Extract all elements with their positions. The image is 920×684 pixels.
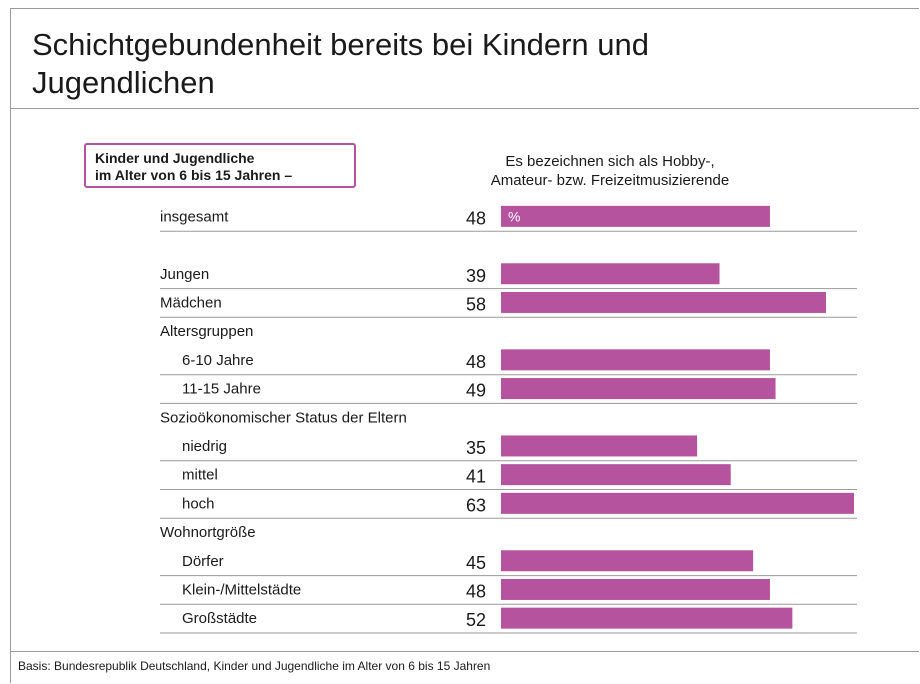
- title-divider: [10, 108, 919, 109]
- column-header-line-2: Amateur- bzw. Freizeitmusizierende: [490, 172, 730, 189]
- category-label: mittel: [182, 467, 218, 484]
- value-label: 58: [466, 294, 486, 314]
- category-label: Dörfer: [182, 553, 224, 570]
- category-label: 11-15 Jahre: [182, 381, 261, 398]
- unit-label: %: [508, 208, 520, 224]
- bar: [501, 550, 754, 572]
- category-label: Großstädte: [182, 610, 257, 627]
- value-label: 48: [466, 208, 486, 228]
- footnote: Basis: Bundesrepublik Deutschland, Kinde…: [18, 659, 491, 673]
- category-label: Klein-/Mittelstädte: [182, 581, 301, 598]
- category-label: Jungen: [160, 266, 209, 283]
- category-label: niedrig: [182, 438, 227, 455]
- value-label: 63: [466, 495, 486, 515]
- group-header: Altersgruppen: [160, 323, 253, 340]
- value-label: 39: [466, 266, 486, 286]
- bar: [501, 349, 770, 371]
- bar: [501, 492, 854, 514]
- footnote-divider: [10, 651, 919, 652]
- column-header-line-1: Es bezeichnen sich als Hobby-,: [505, 153, 715, 170]
- bar: [501, 578, 770, 600]
- population-label-line-1: Kinder und Jugendliche: [95, 150, 255, 166]
- category-label: 6-10 Jahre: [182, 352, 254, 369]
- value-label: 52: [466, 610, 486, 630]
- bar: [501, 378, 776, 400]
- group-header: Wohnortgröße: [160, 524, 256, 541]
- category-label: Mädchen: [160, 294, 222, 311]
- column-header: Es bezeichnen sich als Hobby-, Amateur- …: [440, 152, 780, 190]
- chart-title: Schichtgebundenheit bereits bei Kindern …: [32, 27, 650, 100]
- population-label-line-2: im Alter von 6 bis 15 Jahren –: [95, 167, 293, 183]
- chart-frame: [10, 8, 919, 683]
- category-label: insgesamt: [160, 208, 229, 225]
- population-label-box: Kinder und Jugendliche im Alter von 6 bi…: [84, 143, 356, 188]
- bar: [501, 291, 826, 313]
- group-header: Sozioökonomischer Status der Eltern: [160, 409, 407, 426]
- value-label: 35: [466, 438, 486, 458]
- value-label: 49: [466, 381, 486, 401]
- value-label: 41: [466, 467, 486, 487]
- bar: [501, 435, 698, 457]
- bar: [501, 263, 720, 285]
- value-label: 45: [466, 553, 486, 573]
- bar: [501, 205, 770, 227]
- bar: [501, 607, 793, 629]
- category-label: hoch: [182, 495, 215, 512]
- value-label: 48: [466, 352, 486, 372]
- bar: [501, 464, 731, 486]
- value-label: 48: [466, 581, 486, 601]
